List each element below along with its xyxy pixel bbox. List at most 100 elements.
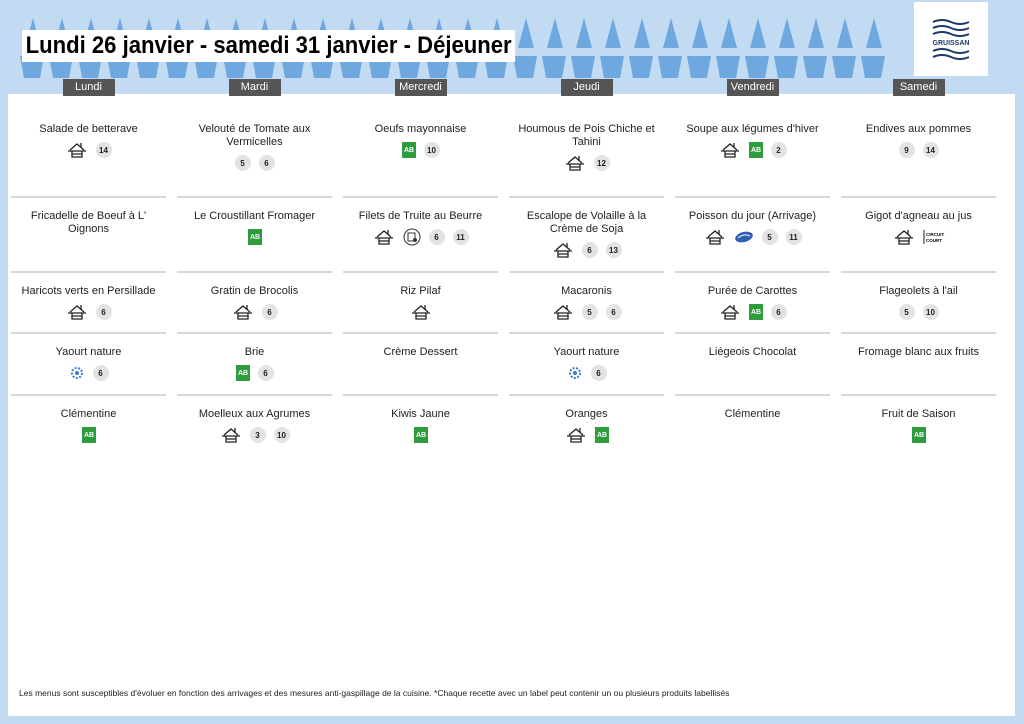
- dish-name: Le Croustillant Fromager: [193, 210, 316, 222]
- fait-maison-icon: [66, 142, 88, 158]
- dish-name: Moelleux aux Agrumes: [198, 408, 311, 420]
- day-header: Vendredi: [726, 79, 779, 96]
- day-header: Mardi: [228, 79, 281, 96]
- dish-labels: 6: [66, 302, 112, 322]
- decor-shape: [518, 18, 534, 48]
- decor-shape: [745, 56, 769, 78]
- decor-shape: [513, 56, 537, 78]
- allergen-badge: 6: [581, 242, 598, 258]
- dish-labels: 5 10: [898, 302, 939, 322]
- allergen-badge: 11: [785, 229, 802, 245]
- allergen-badge: 2: [770, 142, 787, 158]
- dish-cell: Fruit de Saison AB: [841, 396, 996, 458]
- dish-name: Crème Dessert: [383, 346, 458, 358]
- allergen-badge: 5: [234, 155, 251, 171]
- dish-labels: 3 10: [220, 425, 290, 445]
- allergen-badge: 3: [249, 427, 266, 443]
- dish-labels: AB 6: [719, 302, 787, 322]
- allergen-badge: 5: [581, 304, 598, 320]
- svg-text:AB: AB: [750, 147, 760, 154]
- decor-shape: [808, 18, 824, 48]
- day-column-mercredi: Mercredi Oeufs mayonnaise AB 10 Filets de Tr…: [343, 79, 498, 458]
- allergen-badge: 14: [95, 142, 112, 158]
- dish-cell: Gigot d'agneau au jus CIRCUIT COURT: [841, 198, 996, 273]
- allergen-badge: 10: [922, 304, 939, 320]
- decor-shape: [774, 56, 798, 78]
- dish-labels: AB: [413, 425, 428, 445]
- decor-shape: [542, 56, 566, 78]
- dish-cell: Clémentine: [675, 396, 830, 458]
- dish-name: Salade de betterave: [39, 123, 138, 135]
- dish-labels: AB: [247, 227, 262, 247]
- decor-shape: [832, 56, 856, 78]
- dish-labels: [410, 302, 432, 322]
- decor-shape: [629, 56, 653, 78]
- svg-text:CIRCUIT: CIRCUIT: [926, 232, 944, 237]
- decor-shape: [663, 18, 679, 48]
- dish-name: Fricadelle de Boeuf à L' Oignons: [30, 210, 147, 235]
- dish-cell: Yaourt nature 6: [11, 334, 166, 396]
- dish-name: Oranges: [565, 408, 608, 420]
- dish-name: Filets de Truite au Beurre: [358, 210, 483, 222]
- bio-icon: AB: [748, 142, 763, 158]
- decor-shape: [779, 18, 795, 48]
- bio-icon: AB: [413, 427, 428, 443]
- fait-maison-icon: [564, 155, 586, 171]
- decor-shape: [605, 18, 621, 48]
- allergen-badge: 11: [452, 229, 469, 245]
- decor-shape: [861, 56, 885, 78]
- dish-labels: AB 6: [235, 363, 274, 383]
- decor-shape: [721, 18, 737, 48]
- circuit-court-icon: CIRCUIT COURT: [923, 229, 945, 245]
- bio-icon: AB: [911, 427, 926, 443]
- dish-labels: 6: [69, 363, 109, 383]
- fait-maison-icon: [410, 304, 432, 320]
- dish-name: Poisson du jour (Arrivage): [688, 210, 817, 222]
- ecolabel-icon: [567, 365, 583, 381]
- dish-cell: Purée de Carottes AB 6: [675, 273, 830, 334]
- decor-shape: [634, 18, 650, 48]
- dish-name: Velouté de Tomate aux Vermicelles: [198, 123, 311, 148]
- dish-labels: CIRCUIT COURT: [893, 227, 945, 247]
- dish-cell: Macaronis 5 6: [509, 273, 664, 334]
- dish-labels: AB: [911, 425, 926, 445]
- logo-text: GRUISSAN: [932, 39, 970, 47]
- dish-cell: Fromage blanc aux fruits: [841, 334, 996, 396]
- dish-name: Clémentine: [60, 408, 117, 420]
- decor-shape: [866, 18, 882, 48]
- svg-text:AB: AB: [237, 370, 247, 377]
- waves-icon: [932, 18, 970, 37]
- allergen-badge: 5: [898, 304, 915, 320]
- dish-name: Houmous de Pois Chiche et Tahini: [518, 123, 655, 148]
- allergen-badge: 10: [273, 427, 290, 443]
- dish-name: Purée de Carottes: [707, 285, 798, 297]
- dish-cell: Houmous de Pois Chiche et Tahini 12: [509, 111, 664, 198]
- dish-cell: Gratin de Brocolis 6: [177, 273, 332, 334]
- dish-cell: Filets de Truite au Beurre 6 11: [343, 198, 498, 273]
- allergen-badge: 6: [605, 304, 622, 320]
- dish-cell: Oeufs mayonnaise AB 10: [343, 111, 498, 198]
- allergen-badge: 6: [590, 365, 607, 381]
- dish-labels: 9 14: [898, 140, 939, 160]
- day-column-lundi: Lundi Salade de betterave 14 Fricadelle de …: [11, 79, 166, 458]
- decor-shape: [687, 56, 711, 78]
- dish-labels: 5 11: [704, 227, 802, 247]
- menu-grid: Lundi Salade de betterave 14 Fricadelle de …: [11, 79, 996, 458]
- allergen-badge: 5: [761, 229, 778, 245]
- dish-name: Flageolets à l'ail: [879, 285, 958, 297]
- allergen-badge: 6: [261, 304, 278, 320]
- dish-name: Oeufs mayonnaise: [374, 123, 467, 135]
- fait-maison-icon: [552, 242, 574, 258]
- dish-cell: Kiwis Jaune AB: [343, 396, 498, 458]
- decor-shape: [750, 18, 766, 48]
- dish-labels: 12: [564, 153, 610, 173]
- decor-shape: [716, 56, 740, 78]
- day-header: Jeudi: [560, 79, 613, 96]
- allergen-badge: 6: [770, 304, 787, 320]
- bio-icon: AB: [81, 427, 96, 443]
- bio-icon: AB: [748, 304, 763, 320]
- dish-cell: Brie AB 6: [177, 334, 332, 396]
- allergen-badge: 9: [898, 142, 915, 158]
- fait-maison-icon: [373, 229, 395, 245]
